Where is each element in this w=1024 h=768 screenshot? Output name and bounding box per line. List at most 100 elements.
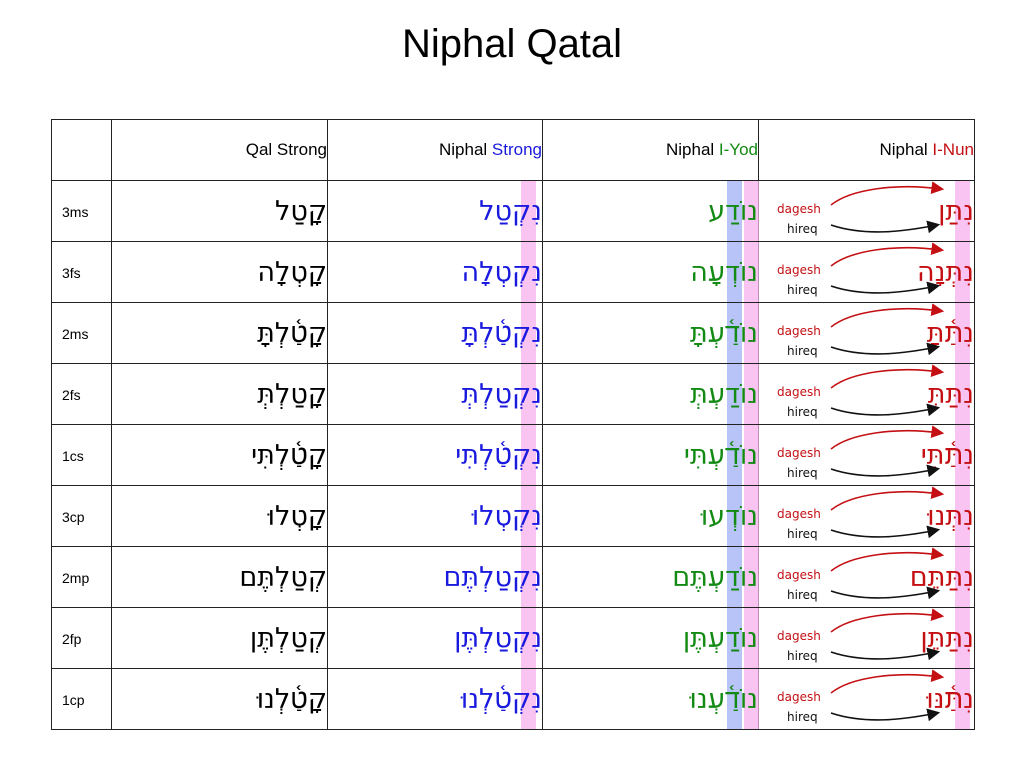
row-label: 3cp <box>62 509 85 525</box>
hireq-arrow <box>830 220 941 234</box>
niphal-i-nun-cell: dagesh hireq נִתַּתְּ <box>758 363 975 425</box>
row-label: 2fp <box>62 631 82 647</box>
table-row: 2ms קָטַ֫לְתָּ נִקְטַ֫לְתָּ נוֹדַ֫עְתָּ dage… <box>51 302 975 364</box>
pink-highlight-bar <box>744 242 759 302</box>
niphal-i-yod-form: נוֹדַעְתֶּן <box>682 622 758 654</box>
row-label-cell: 2ms <box>51 302 112 364</box>
niphal-i-yod-cell: נוֹדְעוּ <box>542 485 759 547</box>
hireq-arrow <box>830 525 941 539</box>
qal-strong-form: קָטַ֫לְתִּי <box>251 439 327 471</box>
niphal-i-nun-form: נִתַּתֶּן <box>920 622 974 654</box>
niphal-i-yod-cell: נוֹדַ֫עְתִּי <box>542 424 759 486</box>
dagesh-note: dagesh <box>777 385 821 399</box>
dagesh-note: dagesh <box>777 446 821 460</box>
niphal-strong-form: נִקְטַ֫לְתָּ <box>461 317 542 349</box>
niphal-i-nun-form: נִתְּנוּ <box>927 500 974 532</box>
row-label: 2ms <box>62 326 89 342</box>
niphal-i-nun-cell: dagesh hireq נִתַּתֶּם <box>758 546 975 608</box>
niphal-strong-form: נִקְטַ֫לְתִּי <box>455 439 542 471</box>
qal-strong-form: קָטַלְתְּ <box>257 378 327 410</box>
dagesh-note: dagesh <box>777 324 821 338</box>
blue-highlight-bar <box>727 303 742 363</box>
blue-highlight-bar <box>727 425 742 485</box>
hireq-note: hireq <box>787 466 818 480</box>
dagesh-arrow <box>830 181 945 206</box>
dagesh-arrow <box>830 364 945 389</box>
niphal-i-nun-cell: dagesh hireq נִתַּן <box>758 180 975 242</box>
blue-highlight-bar <box>727 669 742 729</box>
qal-strong-form: קָטְלָה <box>257 256 327 288</box>
niphal-i-nun-cell: dagesh hireq נִתְּנָה <box>758 241 975 303</box>
hireq-arrow <box>830 342 941 356</box>
table-row: 1cp קָטַ֫לְנוּ נִקְטַ֫לְנוּ נוֹדַ֫עְנוּ dage… <box>51 668 975 730</box>
blue-highlight-bar <box>727 181 742 241</box>
pink-highlight-bar <box>744 425 759 485</box>
qal-strong-cell: קָטַ֫לְתִּי <box>111 424 328 486</box>
qal-strong-cell: קָטַ֫לְתָּ <box>111 302 328 364</box>
header-qal-strong: Qal Strong <box>111 119 328 181</box>
pink-highlight-bar <box>744 486 759 546</box>
pink-highlight-bar <box>744 669 759 729</box>
pink-highlight-bar <box>744 181 759 241</box>
row-label-cell: 2fp <box>51 607 112 669</box>
qal-strong-cell: קָטְלָה <box>111 241 328 303</box>
row-label: 1cs <box>62 448 84 464</box>
pink-highlight-bar <box>955 547 970 607</box>
pink-highlight-bar <box>955 364 970 424</box>
dagesh-note: dagesh <box>777 629 821 643</box>
row-label: 2mp <box>62 570 90 586</box>
niphal-i-yod-form: נוֹדַ֫עְתָּ <box>689 317 758 349</box>
pink-highlight-bar <box>521 669 536 729</box>
pink-highlight-bar <box>521 364 536 424</box>
row-label-cell: 1cs <box>51 424 112 486</box>
pink-highlight-bar <box>744 547 759 607</box>
niphal-strong-form: נִקְטַלְתְּ <box>461 378 542 410</box>
table-row: 2fp קְטַלְתֶּן נִקְטַלְתֶּן נוֹדַעְתֶּן dage… <box>51 607 975 669</box>
pink-highlight-bar <box>744 303 759 363</box>
hireq-note: hireq <box>787 344 818 358</box>
qal-strong-cell: קָטְלוּ <box>111 485 328 547</box>
corner-cell <box>51 119 112 181</box>
niphal-strong-cell: נִקְטַלְתֶּן <box>327 607 543 669</box>
pink-highlight-bar <box>955 486 970 546</box>
hireq-note: hireq <box>787 710 818 724</box>
niphal-i-yod-cell: נוֹדַע <box>542 180 759 242</box>
niphal-i-yod-form: נוֹדְעָה <box>690 256 758 288</box>
niphal-i-nun-cell: dagesh hireq נִתַּתֶּן <box>758 607 975 669</box>
row-label-cell: 3fs <box>51 241 112 303</box>
dagesh-arrow <box>830 303 945 328</box>
niphal-i-nun-form: נִתְּנָה <box>916 256 974 288</box>
niphal-strong-cell: נִקְטְלוּ <box>327 485 543 547</box>
pink-highlight-bar <box>955 669 970 729</box>
niphal-i-nun-cell: dagesh hireq נִתַּ֫נּוּ <box>758 668 975 730</box>
dagesh-arrow <box>830 486 945 511</box>
row-label-cell: 2fs <box>51 363 112 425</box>
row-label: 3ms <box>62 204 89 220</box>
niphal-strong-form: נִקְטַ֫לְנוּ <box>460 683 542 715</box>
row-label-cell: 1cp <box>51 668 112 730</box>
niphal-i-yod-form: נוֹדַ֫עְנוּ <box>689 683 758 715</box>
dagesh-arrow <box>830 669 945 694</box>
hireq-note: hireq <box>787 405 818 419</box>
pink-highlight-bar <box>521 547 536 607</box>
niphal-strong-form: נִקְטְלָה <box>461 256 542 288</box>
hireq-note: hireq <box>787 588 818 602</box>
header-niphal-strong: Niphal Strong <box>327 119 543 181</box>
hireq-note: hireq <box>787 222 818 236</box>
hireq-arrow <box>830 403 941 417</box>
hireq-note: hireq <box>787 649 818 663</box>
hireq-note: hireq <box>787 527 818 541</box>
niphal-strong-cell: נִקְטַ֫לְתָּ <box>327 302 543 364</box>
table-body: 3ms קָטַל נִקְטַל נוֹדַע dagesh hireq נִתַּן 3f… <box>51 180 975 730</box>
pink-highlight-bar <box>744 364 759 424</box>
niphal-i-nun-form: נִתַּ֫תִּי <box>920 439 974 471</box>
niphal-strong-form: נִקְטַלְתֶּן <box>454 622 542 654</box>
table-row: 2fs קָטַלְתְּ נִקְטַלְתְּ נוֹדַעְתְּ dagesh h… <box>51 363 975 425</box>
qal-strong-form: קָטַל <box>274 195 327 227</box>
row-label-cell: 3ms <box>51 180 112 242</box>
qal-strong-cell: קְטַלְתֶּן <box>111 607 328 669</box>
niphal-i-yod-form: נוֹדְעוּ <box>700 500 758 532</box>
hireq-arrow <box>830 708 941 722</box>
niphal-i-yod-cell: נוֹדַעְתְּ <box>542 363 759 425</box>
qal-strong-form: קְטַלְתֶּן <box>249 622 327 654</box>
